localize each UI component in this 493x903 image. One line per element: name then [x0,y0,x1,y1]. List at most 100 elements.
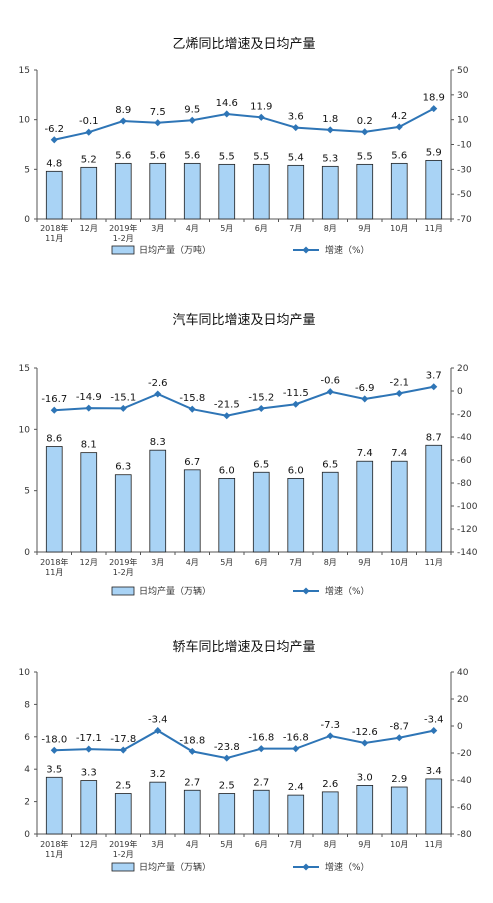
line-point [85,745,93,753]
line-value-label: -17.1 [76,733,102,744]
bar [114,474,132,553]
y2-tick-label: 30 [457,91,469,101]
bar-value-label: 3.5 [46,764,62,775]
bar [425,159,443,220]
bar-value-label: 6.0 [288,465,304,476]
x-tick-label: 6月 [255,840,268,849]
bar-value-label: 3.3 [81,768,97,779]
line-point [223,412,231,420]
bar-value-label: 6.3 [115,462,131,473]
bar-value-label: 7.4 [357,448,373,459]
line-value-label: 9.5 [184,104,200,115]
bar-value-label: 2.9 [391,774,407,785]
y-tick-label: 6 [24,733,30,743]
line-point [188,405,196,413]
bar [80,780,98,835]
bar [321,165,339,220]
growth-line [54,107,435,141]
bar-value-label: 7.4 [391,448,407,459]
x-tick-label: 11月 [425,558,443,567]
bar [321,471,339,553]
x-tick-label: 11月 [425,840,443,849]
line-point [257,745,265,753]
bar [252,163,270,220]
line-point [292,124,300,132]
y2-tick-label: -100 [457,502,478,512]
line-point [361,739,369,747]
line-value-label: -21.5 [214,400,240,411]
x-tick-label: 4月 [186,558,199,567]
chart-title: 汽车同比增速及日均产量 [172,312,315,328]
line-point [292,745,300,753]
y2-tick-label: -10 [457,141,472,151]
line-value-label: -23.8 [214,742,240,753]
bar [183,789,201,835]
legend-bar-swatch [111,245,135,255]
x-tick-label: 5月 [220,224,233,233]
x-tick-label: 5月 [220,840,233,849]
line-point [50,406,58,414]
legend-line-marker [302,863,310,871]
line-value-label: -16.8 [248,733,274,744]
legend-bar-label: 日均产量（万辆） [139,861,211,873]
line-value-label: 4.2 [391,111,407,122]
line-value-label: -2.1 [389,377,409,388]
legend-bar-label: 日均产量（万吨） [139,244,211,256]
x-tick-label: 10月 [390,840,408,849]
x-tick-label: 10月 [390,558,408,567]
bar-value-label: 2.5 [115,781,131,792]
y2-tick-label: 10 [457,116,469,126]
bar-value-label: 3.4 [426,766,442,777]
bar [218,793,236,835]
bar [390,786,408,835]
y-tick-label: 5 [24,165,30,175]
x-tick-label: 8月 [324,840,337,849]
x-tick-label: 7月 [289,840,302,849]
x-tick-label: 2018年 11月 [40,223,68,243]
y-tick-label: 8 [24,700,30,710]
x-tick-label: 2018年 11月 [40,557,68,577]
bar [45,446,63,553]
x-tick-label: 2019年 1-2月 [109,557,137,577]
y2-tick-label: -120 [457,525,478,535]
x-tick-label: 12月 [80,840,98,849]
bar-value-label: 3.2 [150,769,166,780]
line-point [154,390,162,398]
line-point [326,732,334,740]
line-point [154,727,162,735]
line-value-label: 0.2 [357,116,373,127]
y2-tick-label: -20 [457,410,472,420]
x-tick-label: 9月 [358,840,371,849]
y2-tick-label: -20 [457,749,472,759]
line-point [395,734,403,742]
x-tick-label: 9月 [358,224,371,233]
line-point [188,116,196,124]
x-tick-label: 11月 [425,224,443,233]
x-tick-label: 6月 [255,224,268,233]
bar-value-label: 5.3 [322,153,338,164]
bar-value-label: 5.5 [253,151,269,162]
bar [356,460,374,553]
line-point [257,404,265,413]
line-value-label: 14.6 [216,98,238,109]
x-tick-label: 6月 [255,558,268,567]
line-value-label: -16.8 [283,733,309,744]
bar-value-label: 8.3 [150,437,166,448]
line-point [430,105,438,113]
y2-tick-label: -40 [457,433,472,443]
bar [390,460,408,553]
x-tick-label: 8月 [324,558,337,567]
x-tick-label: 3月 [151,558,164,567]
y2-tick-label: -60 [457,803,472,813]
bar [287,164,305,220]
bar [252,789,270,835]
bar-value-label: 2.7 [253,777,269,788]
y-tick-label: 15 [19,364,30,374]
line-point [326,388,334,396]
line-point [85,128,93,136]
bar [149,781,167,835]
legend-line-label: 增速（%） [325,244,370,256]
line-value-label: -8.7 [389,722,409,733]
line-point [430,383,438,391]
